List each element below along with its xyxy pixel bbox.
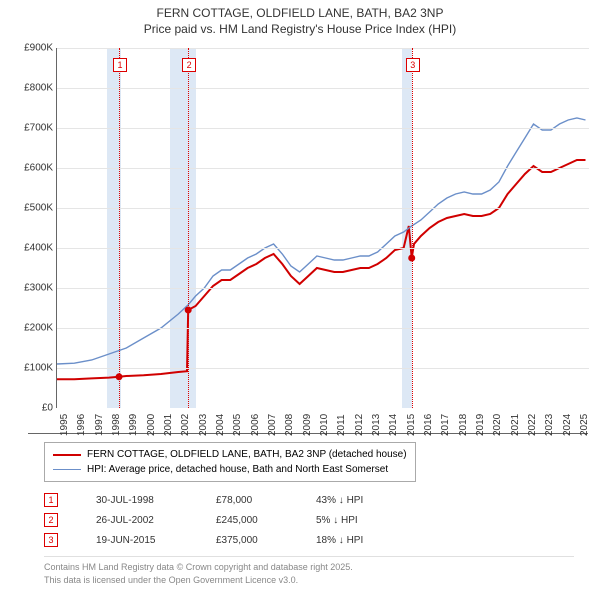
x-tick-label: 1998: [111, 414, 122, 436]
footer: Contains HM Land Registry data © Crown c…: [44, 556, 574, 586]
sale-delta: 43% ↓ HPI: [316, 495, 406, 506]
x-tick-label: 2020: [492, 414, 503, 436]
event-marker-box: 1: [113, 58, 127, 72]
chart-area: £0£100K£200K£300K£400K£500K£600K£700K£80…: [28, 48, 588, 434]
gridline: [57, 48, 589, 49]
sale-row-marker: 1: [44, 493, 58, 507]
x-tick-label: 2011: [336, 414, 347, 436]
event-line: [119, 48, 120, 408]
x-tick-label: 2000: [146, 414, 157, 436]
plot-area: £0£100K£200K£300K£400K£500K£600K£700K£80…: [56, 48, 589, 408]
sale-row: 1 30-JUL-1998£78,00043% ↓ HPI: [44, 490, 406, 510]
y-tick-label: £900K: [24, 43, 53, 54]
x-tick-label: 2013: [371, 414, 382, 436]
sale-date: 19-JUN-2015: [96, 535, 216, 546]
x-tick-label: 2017: [440, 414, 451, 436]
gridline: [57, 168, 589, 169]
line-series: [57, 48, 589, 408]
legend-label: FERN COTTAGE, OLDFIELD LANE, BATH, BA2 3…: [87, 447, 407, 462]
x-tick-label: 2010: [319, 414, 330, 436]
x-tick-label: 1995: [59, 414, 70, 436]
x-tick-label: 2003: [198, 414, 209, 436]
x-tick-label: 1999: [128, 414, 139, 436]
gridline: [57, 248, 589, 249]
y-tick-label: £500K: [24, 203, 53, 214]
y-tick-label: £800K: [24, 83, 53, 94]
x-tick-label: 2005: [232, 414, 243, 436]
x-tick-label: 1996: [76, 414, 87, 436]
y-tick-label: £100K: [24, 363, 53, 374]
legend-swatch: [53, 454, 81, 456]
sale-date: 30-JUL-1998: [96, 495, 216, 506]
x-tick-label: 2007: [267, 414, 278, 436]
x-tick-label: 2016: [423, 414, 434, 436]
y-tick-label: £400K: [24, 243, 53, 254]
y-tick-label: £300K: [24, 283, 53, 294]
chart-container: FERN COTTAGE, OLDFIELD LANE, BATH, BA2 3…: [0, 0, 600, 590]
series-line: [57, 160, 586, 379]
x-tick-label: 2012: [354, 414, 365, 436]
legend-swatch: [53, 469, 81, 470]
footer-line2: This data is licensed under the Open Gov…: [44, 574, 574, 587]
x-tick-label: 2014: [388, 414, 399, 436]
legend-row: HPI: Average price, detached house, Bath…: [53, 462, 407, 477]
gridline: [57, 288, 589, 289]
x-tick-label: 2004: [215, 414, 226, 436]
sale-row: 2 26-JUL-2002£245,0005% ↓ HPI: [44, 510, 406, 530]
sale-price: £78,000: [216, 495, 316, 506]
x-tick-label: 2019: [475, 414, 486, 436]
gridline: [57, 88, 589, 89]
title-line1: FERN COTTAGE, OLDFIELD LANE, BATH, BA2 3…: [0, 6, 600, 22]
x-tick-label: 2024: [562, 414, 573, 436]
x-tick-label: 2009: [302, 414, 313, 436]
x-tick-label: 2006: [250, 414, 261, 436]
gridline: [57, 328, 589, 329]
event-line: [188, 48, 189, 408]
gridline: [57, 208, 589, 209]
x-tick-label: 2015: [406, 414, 417, 436]
x-tick-label: 2002: [180, 414, 191, 436]
legend-label: HPI: Average price, detached house, Bath…: [87, 462, 388, 477]
x-tick-label: 2008: [284, 414, 295, 436]
event-line: [412, 48, 413, 408]
sale-date: 26-JUL-2002: [96, 515, 216, 526]
y-tick-label: £600K: [24, 163, 53, 174]
sale-delta: 5% ↓ HPI: [316, 515, 406, 526]
gridline: [57, 128, 589, 129]
x-tick-label: 1997: [94, 414, 105, 436]
legend-row: FERN COTTAGE, OLDFIELD LANE, BATH, BA2 3…: [53, 447, 407, 462]
sales-table: 1 30-JUL-1998£78,00043% ↓ HPI 2 26-JUL-2002…: [44, 490, 406, 550]
sale-price: £245,000: [216, 515, 316, 526]
title-block: FERN COTTAGE, OLDFIELD LANE, BATH, BA2 3…: [0, 0, 600, 37]
x-tick-label: 2023: [544, 414, 555, 436]
sale-row-marker: 3: [44, 533, 58, 547]
footer-line1: Contains HM Land Registry data © Crown c…: [44, 561, 574, 574]
legend: FERN COTTAGE, OLDFIELD LANE, BATH, BA2 3…: [44, 442, 416, 482]
sale-row: 3 19-JUN-2015£375,00018% ↓ HPI: [44, 530, 406, 550]
y-tick-label: £700K: [24, 123, 53, 134]
x-tick-label: 2022: [527, 414, 538, 436]
y-tick-label: £0: [42, 403, 53, 414]
x-tick-label: 2025: [579, 414, 590, 436]
event-marker-box: 2: [182, 58, 196, 72]
x-tick-label: 2018: [458, 414, 469, 436]
sale-row-marker: 2: [44, 513, 58, 527]
gridline: [57, 368, 589, 369]
title-line2: Price paid vs. HM Land Registry's House …: [0, 22, 600, 38]
event-marker-box: 3: [406, 58, 420, 72]
sale-price: £375,000: [216, 535, 316, 546]
y-tick-label: £200K: [24, 323, 53, 334]
x-tick-label: 2021: [510, 414, 521, 436]
sale-delta: 18% ↓ HPI: [316, 535, 406, 546]
x-tick-label: 2001: [163, 414, 174, 436]
